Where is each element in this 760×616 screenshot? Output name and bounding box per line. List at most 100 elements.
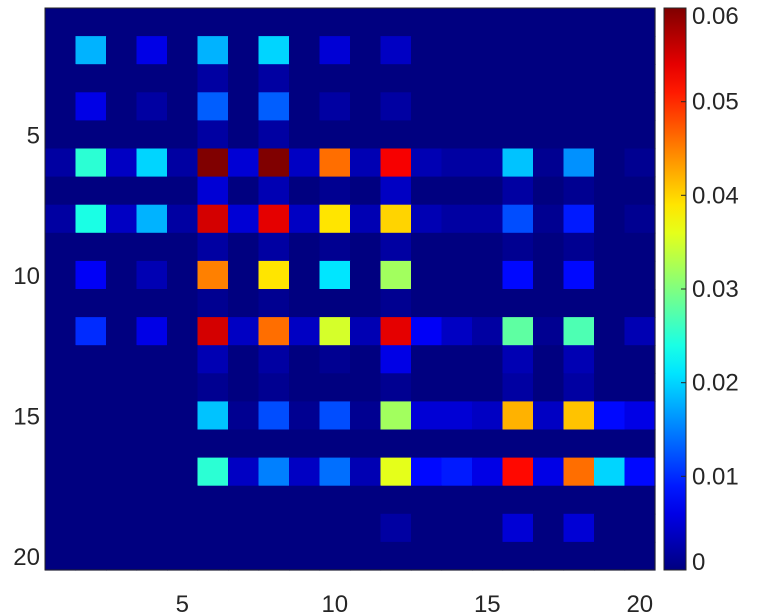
- heatmap-cell: [167, 513, 199, 543]
- heatmap-cell: [228, 457, 260, 487]
- heatmap-cell: [350, 317, 382, 346]
- heatmap-cell: [441, 120, 473, 150]
- heatmap-cell: [289, 260, 321, 290]
- heatmap-cell: [197, 260, 229, 290]
- plot-frame: [44, 7, 656, 571]
- heatmap-cell: [411, 345, 443, 374]
- heatmap-cell: [472, 345, 504, 374]
- heatmap-cell: [624, 64, 656, 93]
- heatmap-cell: [106, 317, 138, 346]
- heatmap-cell: [411, 176, 443, 206]
- heatmap-cell: [228, 513, 260, 543]
- heatmap-cell: [197, 148, 229, 178]
- heatmap-cell: [441, 8, 473, 37]
- heatmap-cell: [411, 92, 443, 121]
- heatmap-cell: [472, 176, 504, 206]
- heatmap-cell: [75, 289, 107, 318]
- heatmap-cell: [472, 289, 504, 318]
- heatmap-cell: [411, 120, 443, 150]
- heatmap-cell: [594, 401, 626, 431]
- heatmap-cell: [319, 36, 351, 65]
- heatmap-cell: [502, 120, 534, 150]
- heatmap-cell: [533, 36, 565, 65]
- heatmap-cell: [289, 317, 321, 346]
- heatmap-cell: [441, 260, 473, 290]
- heatmap-cell: [167, 148, 199, 178]
- heatmap-cell: [228, 541, 260, 571]
- heatmap-cell: [411, 260, 443, 290]
- heatmap-cell: [563, 317, 595, 346]
- heatmap-cell: [624, 401, 656, 431]
- heatmap-cell: [594, 485, 626, 515]
- heatmap-cell: [289, 345, 321, 374]
- heatmap-cell: [258, 232, 290, 262]
- heatmap-cell: [258, 373, 290, 402]
- heatmap-cell: [411, 232, 443, 262]
- heatmap-cell: [167, 401, 199, 431]
- x-tick-label: 5: [176, 591, 189, 616]
- heatmap-cell: [472, 204, 504, 234]
- x-tick-label: 15: [474, 591, 501, 616]
- heatmap-cell: [502, 373, 534, 402]
- heatmap-cell: [289, 92, 321, 121]
- heatmap-cell: [167, 345, 199, 374]
- heatmap-cell: [75, 148, 107, 178]
- heatmap-cell: [502, 204, 534, 234]
- heatmap-cell: [167, 289, 199, 318]
- heatmap-cell: [533, 457, 565, 487]
- heatmap-cell: [380, 64, 412, 93]
- heatmap-cell: [319, 204, 351, 234]
- heatmap-cell: [228, 289, 260, 318]
- heatmap-cell: [533, 176, 565, 206]
- x-tick-label: 10: [321, 591, 348, 616]
- heatmap-cell: [136, 8, 168, 37]
- heatmap-cell: [75, 373, 107, 402]
- heatmap-cell: [411, 401, 443, 431]
- heatmap-cell: [350, 401, 382, 431]
- heatmap-cell: [441, 541, 473, 571]
- colorbar-tick-label: 0.04: [692, 182, 739, 209]
- heatmap-cell: [45, 485, 77, 515]
- heatmap-cell: [624, 204, 656, 234]
- heatmap-cell: [258, 541, 290, 571]
- heatmap-cell: [563, 457, 595, 487]
- heatmap-cell: [289, 373, 321, 402]
- heatmap-cell: [106, 64, 138, 93]
- heatmap-cell: [472, 148, 504, 178]
- heatmap-cell: [136, 485, 168, 515]
- heatmap-cell: [350, 457, 382, 487]
- heatmap-cell: [319, 260, 351, 290]
- heatmap-cell: [167, 176, 199, 206]
- heatmap-cell: [258, 176, 290, 206]
- heatmap-cell: [136, 317, 168, 346]
- heatmap-cell: [502, 457, 534, 487]
- heatmap-cell: [258, 92, 290, 121]
- heatmap-cell: [350, 541, 382, 571]
- heatmap-cell: [197, 92, 229, 121]
- heatmap-cell: [380, 289, 412, 318]
- heatmap-cell: [45, 401, 77, 431]
- heatmap-cell: [502, 401, 534, 431]
- heatmap-cell: [594, 541, 626, 571]
- heatmap-cell: [136, 401, 168, 431]
- heatmap-cell: [594, 289, 626, 318]
- heatmap-cell: [533, 541, 565, 571]
- heatmap-cell: [197, 232, 229, 262]
- heatmap-cell: [75, 345, 107, 374]
- heatmap-cell: [106, 401, 138, 431]
- heatmap-cell: [594, 317, 626, 346]
- heatmap-cell: [289, 457, 321, 487]
- heatmap-cell: [228, 345, 260, 374]
- heatmap-cell: [624, 457, 656, 487]
- heatmap-cell: [106, 204, 138, 234]
- heatmap-cell: [472, 8, 504, 37]
- heatmap-cell: [258, 260, 290, 290]
- heatmap-cell: [380, 232, 412, 262]
- heatmap-cell: [258, 317, 290, 346]
- heatmap-cell: [380, 204, 412, 234]
- heatmap-cell: [594, 345, 626, 374]
- heatmap-cell: [350, 232, 382, 262]
- heatmap-cell: [228, 8, 260, 37]
- heatmap-cell: [167, 36, 199, 65]
- heatmap-cell: [624, 485, 656, 515]
